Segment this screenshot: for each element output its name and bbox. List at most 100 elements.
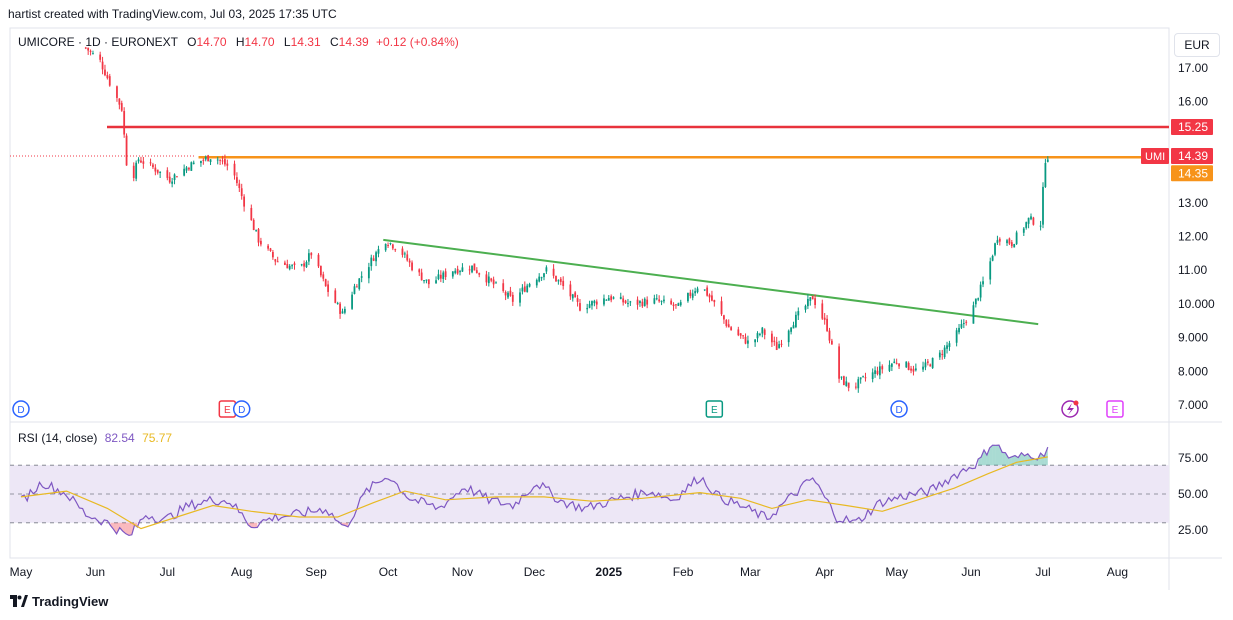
candle-body [370,257,373,267]
price-tick-label: 13.00 [1178,196,1208,210]
candle-body [946,345,948,349]
time-tick-label: Feb [673,565,694,579]
candle-body [922,366,924,370]
candle-body [689,292,692,296]
open-label: O [187,35,197,49]
low-label: L [283,35,291,49]
candle-body [888,364,891,371]
candle-body [840,376,843,378]
candle-body [1046,159,1049,162]
candle-body [1008,238,1011,244]
candle-body [737,329,740,336]
candle-body [519,292,521,303]
rsi-pane[interactable] [10,444,1169,537]
time-tick-label: May [885,565,908,579]
tradingview-brand: TradingView [10,594,108,609]
candle-body [545,267,548,272]
symbol-name: UMICORE · 1D · EURONEXT [18,35,178,49]
candle-body [842,376,845,385]
candle-body [233,163,236,176]
candle-body [691,293,694,298]
brand-name: TradingView [32,594,109,609]
candle-body [200,160,202,164]
candle-body [826,318,828,331]
candle-body [125,135,128,166]
candle-body [579,303,581,311]
time-tick-label: 2025 [595,565,622,579]
time-tick-label: Oct [379,565,398,579]
candle-body [444,271,447,278]
candle-body [955,330,958,343]
candle-body [300,264,303,266]
candle-body [406,254,409,261]
candle-body [358,278,361,290]
symbol-tag-box [1141,147,1169,164]
candle-body [979,284,982,298]
candle-body [871,372,874,380]
candle-body [706,287,709,296]
candle-body [910,368,912,371]
candle-body [183,168,186,176]
candle-body [475,270,478,273]
time-tick-label: Sep [305,565,327,579]
time-tick-label: Jul [1035,565,1050,579]
candle-body [473,263,476,271]
candle-body [838,346,840,379]
candle-body [384,243,387,251]
rsi-ma-value: 75.77 [142,431,173,445]
rsi-overbought-fill [1024,453,1028,466]
candle-body [1015,232,1018,244]
rsi-overbought-fill [989,445,993,466]
axes: 17.00 16.00 13.00 12.00 11.00 10.000 9.000 8.00… [10,61,1215,579]
candle-body [523,286,526,292]
candle-body [622,298,625,303]
candle-body [240,188,243,197]
candle-body [775,341,778,350]
candle-body [962,323,965,325]
time-tick-label: Nov [452,565,473,579]
candle-body [403,253,406,255]
time-tick-label: Mar [740,565,761,579]
candle-body [276,261,279,263]
candle-body [658,299,661,302]
candle-body [521,287,524,292]
rsi-oversold-fill [119,522,123,532]
candle-body [571,294,574,299]
candle-body [123,111,126,135]
candle-body [535,279,538,286]
price-tick-label: 17.00 [1178,61,1208,75]
candle-body [334,290,337,303]
event-marker-label: D [238,405,245,416]
candle-body [989,261,992,280]
candle-body [168,176,171,183]
candle-body [809,297,812,301]
candle-body [797,311,800,316]
candle-body [209,159,212,162]
candle-body [574,292,577,298]
candle-body [387,244,389,246]
candle-body [389,243,392,245]
rsi-overbought-fill [981,450,984,466]
candle-body [526,285,529,292]
high-value: 14.70 [244,35,275,49]
candle-body [118,98,121,105]
dividend-marker [890,400,908,418]
time-tick-label: Jun [961,565,980,579]
candle-body [965,321,968,323]
candle-body [576,298,579,302]
candle-body [1006,240,1008,244]
candle-body [610,296,613,301]
candle-body [439,274,442,279]
candle-body [173,174,176,181]
candle-body [1039,225,1042,227]
candle-body [317,254,320,267]
earnings-marker [705,400,724,418]
price-tick-label: 12.00 [1178,230,1208,244]
candle-body [219,159,222,161]
candle-body [586,307,589,310]
price-label-text: 15.25 [1178,120,1208,134]
price-label-text: 14.35 [1178,166,1208,180]
currency-selector[interactable]: EUR [1174,33,1220,57]
